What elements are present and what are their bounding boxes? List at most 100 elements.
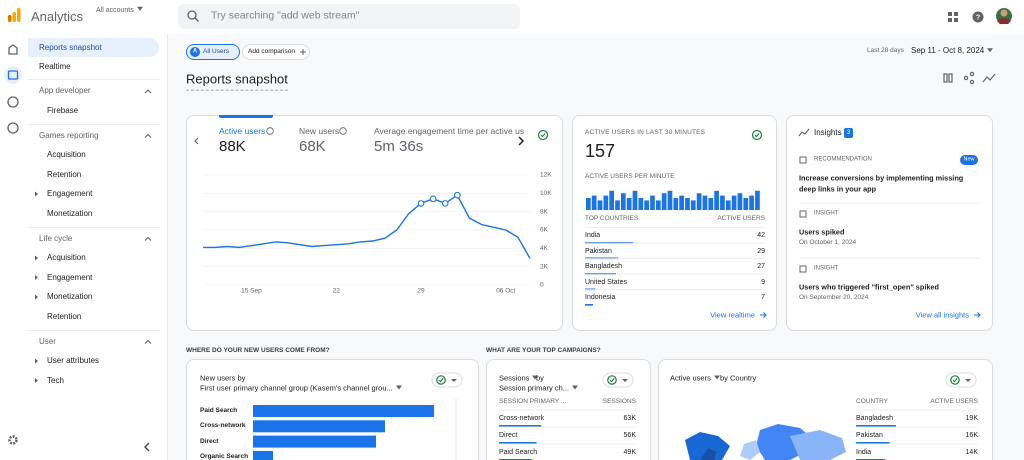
nav-item[interactable]: Retention: [47, 311, 82, 321]
nav-item[interactable]: Reports snapshot: [39, 42, 102, 52]
card-dimension[interactable]: First user primary channel group (Kasem'…: [200, 384, 402, 393]
metric-tab-value: 68K: [299, 138, 326, 155]
column-header: TOP COUNTRIES: [585, 215, 639, 223]
row-value: 63K: [623, 414, 636, 422]
row-value: 49K: [623, 448, 636, 456]
view-realtime-link[interactable]: View realtime: [710, 310, 755, 320]
nav-divider: [28, 226, 160, 228]
view-insights-link[interactable]: View all insights: [915, 310, 969, 320]
country-value: 42: [757, 231, 765, 239]
column-header: SESSION PRIMARY ...: [499, 398, 567, 406]
title-icons: [943, 71, 996, 85]
country-value: 27: [757, 262, 765, 270]
sidebar: [0, 34, 168, 460]
card-dimension: by Country: [720, 373, 757, 383]
nav-item[interactable]: Engagement: [47, 189, 93, 199]
section-heading: WHAT ARE YOUR TOP CAMPAIGNS?: [486, 347, 601, 355]
date-label: Last 28 days: [867, 47, 904, 55]
new-badge: New: [963, 156, 975, 163]
country-name: Bangladesh: [585, 262, 622, 270]
realtime-card: [572, 115, 777, 331]
nav-item[interactable]: User attributes: [47, 356, 100, 366]
nav-item[interactable]: Retention: [47, 169, 82, 179]
nav-divider: [28, 123, 160, 125]
insight-text[interactable]: Increase conversions by implementing mis…: [799, 173, 964, 193]
search-box[interactable]: [178, 4, 520, 29]
nav-section[interactable]: Games reporting: [39, 130, 99, 140]
row-label: India: [856, 448, 872, 456]
insight-kind: RECOMMENDATION: [814, 156, 872, 163]
column-header: ACTIVE USERS: [717, 215, 765, 223]
nav-item[interactable]: Engagement: [47, 272, 93, 282]
metric-tab-label[interactable]: New users: [299, 125, 340, 136]
insights-card: [786, 115, 993, 331]
category-label: Direct: [200, 437, 219, 445]
category-label: Cross-network: [200, 422, 246, 430]
row-value: 56K: [623, 431, 636, 439]
insight-text[interactable]: Users who triggered "first_open" spiked: [799, 282, 939, 292]
segment-badge: A: [192, 48, 198, 55]
insight-kind: INSIGHT: [814, 265, 839, 272]
search-placeholder[interactable]: Try searching "add web stream": [211, 9, 360, 22]
row-label: Pakistan: [856, 431, 883, 439]
insight-date: On September 20, 2024: [799, 294, 869, 302]
nav-section[interactable]: User: [39, 336, 56, 346]
date-range[interactable]: Sep 11 - Oct 8, 2024: [911, 46, 993, 56]
realtime-value: 157: [585, 141, 616, 162]
row-value: 14K: [965, 448, 978, 456]
insights-count: 3: [846, 129, 851, 137]
insight-date: On October 1, 2024: [799, 239, 857, 247]
row-value: 16K: [965, 431, 978, 439]
nav-item[interactable]: Monetization: [47, 208, 93, 218]
nav-divider: [28, 79, 160, 80]
nav-item[interactable]: Acquisition: [47, 253, 86, 263]
country-name: Pakistan: [585, 247, 612, 255]
row-label: Paid Search: [499, 448, 538, 456]
row-label: Bangladesh: [856, 414, 893, 422]
card-metric[interactable]: Active users: [670, 374, 720, 383]
metric-tab-label[interactable]: Active users: [219, 125, 266, 136]
country-name: United States: [585, 278, 628, 286]
country-name: India: [585, 231, 601, 239]
card-dimension[interactable]: Session primary ch...: [499, 384, 578, 393]
comparison-chip[interactable]: [242, 44, 310, 60]
insights-count-bg: [844, 128, 853, 138]
country-value: 29: [757, 247, 765, 255]
active-tab-indicator: [219, 115, 273, 118]
page-title: Reports snapshot: [186, 72, 288, 91]
insight-kind: INSIGHT: [814, 210, 839, 217]
category-label: Organic Search: [200, 452, 249, 460]
column-header: COUNTRY: [856, 398, 889, 406]
realtime-subtitle: ACTIVE USERS PER MINUTE: [585, 173, 675, 181]
insight-text[interactable]: Users spiked: [799, 227, 845, 237]
add-comparison: Add comparison: [248, 48, 295, 56]
nav-item[interactable]: Firebase: [47, 105, 79, 115]
new-badge-bg: [960, 155, 978, 165]
card-by: by: [536, 373, 544, 383]
insights-title: Insights: [814, 128, 842, 138]
country-value: 9: [761, 278, 765, 286]
nav-item[interactable]: Tech: [47, 375, 64, 385]
card-metric[interactable]: Sessions: [499, 374, 538, 383]
nav-item[interactable]: Realtime: [39, 62, 71, 72]
card-metric: New users by: [200, 373, 246, 383]
metric-tab-value: 5m 36s: [374, 138, 424, 155]
realtime-title: ACTIVE USERS IN LAST 30 MINUTES: [585, 129, 706, 137]
nav-section[interactable]: Life cycle: [39, 233, 73, 243]
category-label: Paid Search: [200, 407, 238, 415]
nav-item[interactable]: Monetization: [47, 292, 93, 302]
row-value: 19K: [965, 414, 978, 422]
account-picker[interactable]: All accounts: [96, 7, 143, 15]
nav-item[interactable]: Acquisition: [47, 150, 86, 160]
column-header: ACTIVE USERS: [930, 398, 978, 406]
row-label: Cross-network: [499, 414, 545, 422]
country-name: Indonesia: [585, 293, 616, 301]
nav-section[interactable]: App developer: [39, 86, 91, 96]
nav-divider: [28, 329, 160, 331]
country-value: 7: [761, 293, 765, 301]
section-heading: WHERE DO YOUR NEW USERS COME FROM?: [186, 347, 330, 355]
row-label: Direct: [499, 431, 518, 439]
metric-tab-label[interactable]: Average engagement time per active us: [374, 125, 525, 136]
segment-name: All Users: [203, 48, 230, 56]
